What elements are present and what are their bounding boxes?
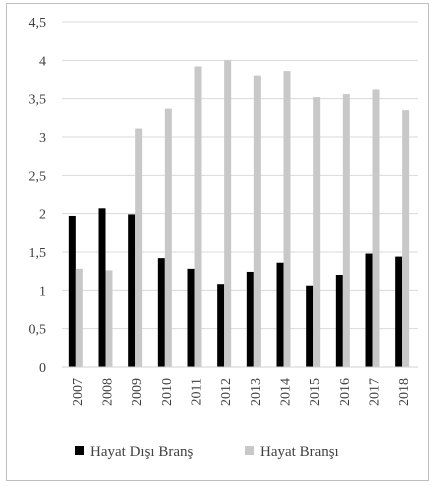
y-tick-label: 1 <box>39 284 46 299</box>
bar-hayat-disi-brans <box>68 215 76 367</box>
x-axis-ticks: 2007 2008 2009 2010 2011 2012 2013 2014 2015 2016… <box>71 378 412 406</box>
bar-hayat-bransi <box>372 89 380 367</box>
bar-hayat-disi-brans <box>187 268 195 367</box>
x-tick-label: 2012 <box>219 378 234 406</box>
x-tick-label: 2018 <box>397 378 412 406</box>
bar-hayat-disi-brans <box>98 208 106 367</box>
bar-hayat-disi-brans <box>306 285 314 367</box>
x-tick-label: 2013 <box>249 378 264 406</box>
bar-hayat-bransi <box>402 110 410 368</box>
bar-hayat-bransi <box>105 270 113 367</box>
y-tick-label: 3,5 <box>29 93 47 108</box>
y-tick-label: 4,5 <box>29 16 47 31</box>
x-tick-label: 2017 <box>368 378 383 406</box>
x-tick-label: 2009 <box>130 378 145 406</box>
y-tick-label: 2,5 <box>29 169 47 184</box>
bar-hayat-bransi <box>342 94 350 368</box>
bar-hayat-bransi <box>313 97 321 367</box>
bar-hayat-bransi <box>253 75 261 368</box>
y-tick-label: 0 <box>39 361 46 376</box>
y-tick-label: 1,5 <box>29 246 47 261</box>
bar-hayat-bransi <box>194 66 202 367</box>
chart-frame <box>6 3 429 481</box>
bar-hayat-disi-brans <box>246 271 254 367</box>
x-tick-label: 2010 <box>160 378 175 406</box>
bar-hayat-disi-brans <box>157 258 165 367</box>
x-tick-label: 2016 <box>338 378 353 406</box>
bar-hayat-bransi <box>75 268 83 367</box>
legend: Hayat Dışı Branş Hayat Branşı <box>75 444 339 460</box>
bar-hayat-bransi <box>135 128 143 367</box>
bar-hayat-disi-brans <box>276 262 284 367</box>
x-tick-label: 2011 <box>190 378 205 405</box>
bar-hayat-bransi <box>283 71 291 368</box>
bar-hayat-disi-brans <box>335 275 343 367</box>
bar-hayat-bransi <box>224 60 232 367</box>
legend-swatch <box>75 446 84 455</box>
bar-hayat-disi-brans <box>365 253 373 367</box>
gridlines <box>62 21 418 330</box>
legend-label: Hayat Dışı Branş <box>90 444 193 460</box>
x-tick-label: 2007 <box>71 378 86 406</box>
legend-label: Hayat Branşı <box>260 444 339 460</box>
bar-hayat-disi-brans <box>217 284 225 367</box>
y-tick-label: 2 <box>39 208 46 223</box>
bar-hayat-bransi <box>164 108 172 367</box>
x-tick-label: 2014 <box>279 378 294 406</box>
bar-hayat-disi-brans <box>128 214 136 367</box>
y-tick-label: 4 <box>39 54 46 69</box>
x-tick-label: 2015 <box>308 378 323 406</box>
legend-swatch <box>245 446 254 455</box>
bars <box>68 60 410 368</box>
y-tick-label: 0,5 <box>29 323 47 338</box>
y-tick-label: 3 <box>39 131 46 146</box>
x-tick-label: 2008 <box>101 378 116 406</box>
y-axis-ticks: 0 0,5 1 1,5 2 2,5 3 3,5 4 4,5 <box>29 16 47 376</box>
bar-hayat-disi-brans <box>395 256 403 367</box>
